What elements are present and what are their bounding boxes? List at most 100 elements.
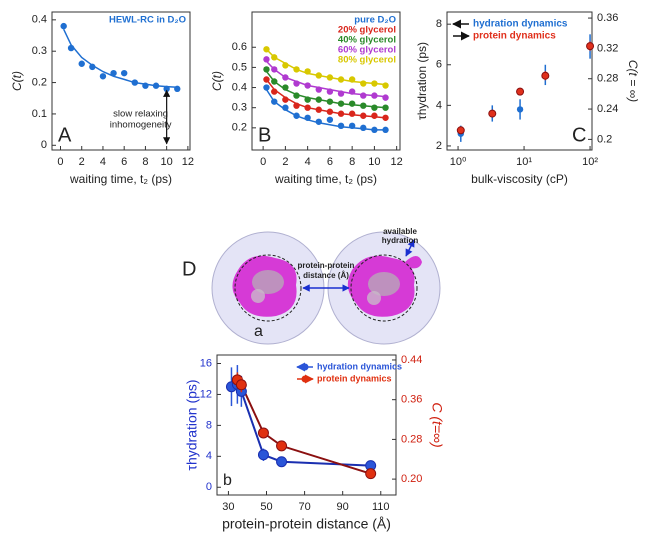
data-point [263,56,270,63]
legend-label: 40% glycerol [338,35,396,46]
data-point [348,76,356,83]
data-point [304,82,311,89]
data-point [337,100,345,107]
y-tick-label: 0.6 [232,41,247,53]
y-tick-label: 4 [436,99,442,111]
data-point [348,122,356,130]
hydration-label: hydration [382,236,419,245]
x-tick-label: 70 [298,501,310,513]
panel-letter: A [58,124,72,146]
y-axis-label: τhydration (ps) [184,379,200,470]
data-point [304,96,311,103]
annotation: inhomogeneity [110,119,172,130]
data-point [360,92,367,99]
data-point [382,126,389,134]
data-point [488,109,497,118]
panel-letter: b [223,472,232,489]
series-line [231,383,371,467]
data-point [271,98,278,105]
data-point [371,126,378,134]
y-tick-label: 0 [206,481,212,493]
data-point [304,114,311,121]
x-tick-label: 4 [100,156,106,168]
data-point [382,114,389,121]
data-point [382,82,389,89]
data-point [516,106,524,113]
x-axis-label: waiting time, t₂ (ps) [274,172,377,186]
y-tick-label: 0.1 [32,108,47,120]
annotation: slow relaxing [113,108,168,119]
data-point [516,87,525,96]
x-tick-label: 12 [182,156,194,168]
y-tick-label: 8 [206,419,212,431]
data-point [371,80,378,87]
panel-letter: B [258,124,271,146]
data-point [263,66,270,73]
data-point [282,74,289,81]
data-point [337,122,345,130]
data-point [282,104,289,111]
legend-label: HEWL-RC in D₂O [109,15,186,26]
data-point [131,79,138,86]
x-tick-label: 8 [349,156,355,168]
plot-frame [251,11,401,151]
y-tick-label: 0.2 [232,122,247,134]
data-point [235,379,247,391]
data-point [304,104,311,111]
data-point [456,126,465,135]
y-axis-label: C(t) [210,71,224,91]
legend-label: 80% glycerol [338,55,396,66]
y-tick-label: 0.3 [232,102,247,114]
x-tick-label: 30 [222,501,234,513]
x-tick-label: 90 [337,501,349,513]
fit-line [63,28,178,89]
data-point [271,54,278,61]
y-tick-label: 2 [436,140,442,152]
x-tick-label: 2 [282,156,288,168]
data-point [293,92,300,99]
x-tick-label: 0 [260,156,266,168]
data-point [271,78,278,85]
data-point [371,92,378,99]
data-point [271,88,278,95]
data-point [382,104,389,111]
data-point [586,42,595,51]
y-tick-label: 16 [200,357,212,369]
x-tick-label: 2 [79,156,85,168]
data-point [315,118,322,125]
diagram-d: protein-protein distance (Å) available h… [182,227,441,345]
y2-tick-label: 0.36 [597,12,618,24]
y-tick-label: 0.5 [232,61,247,73]
y-tick-label: 12 [200,388,212,400]
data-point [326,74,334,81]
hydration-arrow [405,239,415,257]
data-point [360,124,367,132]
data-point [360,112,367,119]
data-point [152,82,160,89]
data-point [348,100,356,107]
x-tick-label: 10 [161,156,173,168]
data-point [110,69,117,77]
data-point [348,88,356,95]
data-point [276,440,288,452]
data-point [337,110,345,117]
y-tick-label: 0.4 [232,81,247,93]
distance-label: distance (Å) [303,271,349,280]
y2-tick-label: 0.28 [401,433,422,445]
y-tick-label: 0.2 [32,76,47,88]
data-point [142,82,149,89]
legend-label: protein dynamics [317,373,392,383]
data-point [78,60,85,67]
y2-tick-label: 0.44 [401,354,422,366]
panel-letter: a [254,323,263,340]
x-tick-label: 8 [142,156,148,168]
protein [232,254,302,322]
data-point [371,112,378,119]
x-tick-label: 6 [121,156,127,168]
data-point [326,108,334,115]
data-point [293,102,300,109]
data-point [174,85,181,93]
x-axis-label: waiting time, t₂ (ps) [69,172,172,186]
distance-label: protein-protein [298,261,355,270]
y-axis-label: C(t) [10,71,24,91]
